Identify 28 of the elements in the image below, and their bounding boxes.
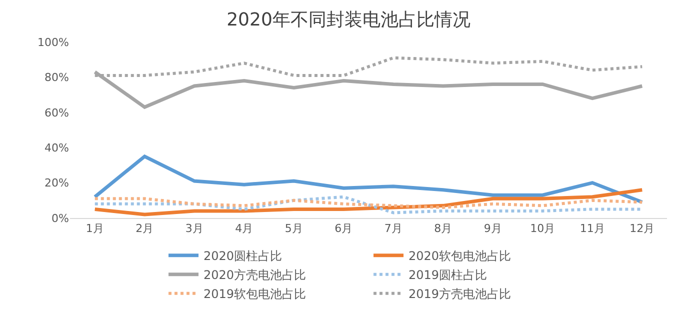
line-series (93, 188, 644, 216)
x-tick-label: 6月 (334, 222, 353, 236)
y-tick-label: 0% (52, 212, 69, 225)
chart-title: 2020年不同封装电池占比情况 (226, 9, 470, 30)
line-series (93, 197, 644, 209)
y-tick-label: 100% (38, 36, 69, 49)
y-tick-label: 60% (44, 106, 69, 120)
x-tick-label: 2月 (136, 222, 154, 236)
x-tick-label: 3月 (185, 222, 204, 236)
y-tick-label: 80% (44, 71, 69, 84)
x-tick-label: 10月 (530, 222, 556, 236)
x-tick-label: 7月 (384, 222, 402, 236)
x-tick-label: 8月 (434, 222, 452, 236)
y-tick-label: 20% (44, 176, 69, 190)
x-tick-label: 9月 (484, 222, 502, 236)
y-tick-label: 40% (44, 141, 69, 154)
legend-label: 2020方壳电池占比 (204, 268, 306, 282)
x-tick-label: 11月 (580, 222, 605, 236)
x-tick-label: 1月 (86, 222, 104, 236)
x-tick-label: 5月 (284, 222, 303, 236)
legend-label: 2019方壳电池占比 (408, 287, 512, 302)
legend-label: 2020圆柱占比 (204, 249, 282, 264)
line-series (93, 154, 644, 204)
legend-label: 2020软包电池占比 (408, 249, 512, 264)
legend-label: 2019圆柱占比 (408, 268, 488, 282)
legend-label: 2019软包电池占比 (204, 287, 306, 302)
x-tick-label: 12月 (630, 222, 655, 236)
x-tick-label: 4月 (235, 222, 254, 236)
